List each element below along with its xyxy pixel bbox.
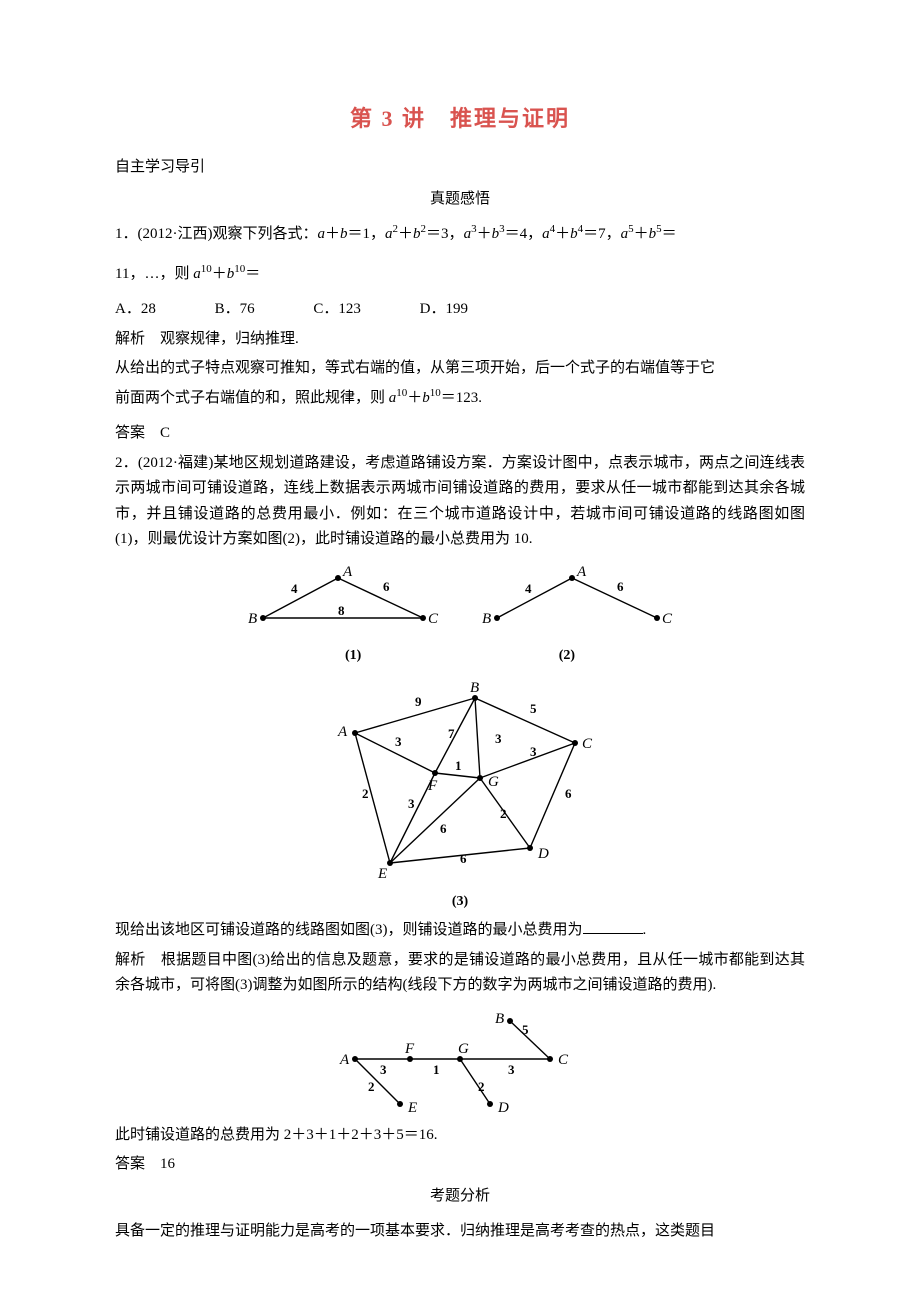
- fill-blank: [583, 918, 643, 934]
- svg-text:2: 2: [368, 1079, 375, 1094]
- q1-opt-b: B．76: [215, 297, 255, 323]
- svg-text:4: 4: [291, 581, 298, 596]
- q2-stem-p2-suffix: .: [643, 922, 647, 938]
- fig2-caption: (2): [477, 644, 657, 668]
- subhead-zhenti: 真题感悟: [115, 187, 805, 213]
- svg-text:E: E: [377, 866, 387, 882]
- svg-text:G: G: [488, 774, 499, 790]
- q1-opt-a: A．28: [115, 297, 156, 323]
- svg-text:3: 3: [495, 731, 502, 746]
- svg-text:6: 6: [440, 821, 447, 836]
- svg-text:C: C: [558, 1052, 569, 1068]
- svg-text:A: A: [339, 1052, 350, 1068]
- q1-opt-d: D．199: [420, 297, 468, 323]
- q1-stem-line2: 11，…，则 a10＋b10＝: [115, 262, 805, 288]
- svg-text:A: A: [576, 564, 587, 580]
- svg-text:4: 4: [525, 581, 532, 596]
- svg-text:3: 3: [395, 734, 402, 749]
- svg-text:A: A: [342, 564, 353, 580]
- figure-4: AFGCBED312235: [330, 1009, 590, 1119]
- svg-text:6: 6: [565, 786, 572, 801]
- svg-text:C: C: [662, 611, 673, 627]
- svg-text:6: 6: [460, 851, 467, 866]
- svg-text:C: C: [428, 611, 439, 627]
- q1-stem-prefix: 1．(2012·江西)观察下列各式：: [115, 226, 318, 242]
- svg-text:6: 6: [617, 579, 624, 594]
- q1-options: A．28 B．76 C．123 D．199: [115, 297, 805, 323]
- svg-text:D: D: [537, 846, 549, 862]
- svg-text:7: 7: [448, 726, 455, 741]
- svg-text:1: 1: [433, 1062, 440, 1077]
- fig1-caption: (1): [263, 644, 443, 668]
- svg-text:A: A: [337, 724, 348, 740]
- q2-stem-p2-prefix: 现给出该地区可铺设道路的线路图如图(3)，则铺设道路的最小总费用为: [115, 922, 583, 938]
- svg-text:5: 5: [522, 1022, 529, 1037]
- q2-solution-final: 此时铺设道路的总费用为 2＋3＋1＋2＋3＋5＝16.: [115, 1123, 805, 1149]
- svg-text:F: F: [404, 1041, 415, 1057]
- svg-text:8: 8: [338, 603, 345, 618]
- svg-text:D: D: [497, 1100, 509, 1116]
- q1-solution-p1: 从给出的式子特点观察可推知，等式右端的值，从第三项开始，后一个式子的右端值等于它: [115, 356, 805, 382]
- svg-text:E: E: [407, 1100, 417, 1116]
- svg-text:2: 2: [362, 786, 369, 801]
- figure-1: A B C 4 6 8: [243, 563, 443, 643]
- svg-text:B: B: [482, 611, 491, 627]
- q1-sol-p2-prefix: 前面两个式子右端值的和，照此规律，则: [115, 390, 389, 406]
- figure-3: A B C D E F G 9 5 3 7 3 1 3 6 2 6 3 2 6: [320, 678, 600, 888]
- svg-text:1: 1: [455, 758, 462, 773]
- q2-stem-p1: 2．(2012·福建)某地区规划道路建设，考虑道路铺设方案．方案设计图中，点表示…: [115, 451, 805, 553]
- q1-line2-prefix: 11，…，则: [115, 266, 193, 282]
- section-label: 自主学习导引: [115, 155, 805, 181]
- figure-row-3: A B C D E F G 9 5 3 7 3 1 3 6 2 6 3 2 6: [115, 678, 805, 888]
- svg-text:2: 2: [500, 806, 507, 821]
- q2-stem-p2: 现给出该地区可铺设道路的线路图如图(3)，则铺设道路的最小总费用为.: [115, 918, 805, 944]
- svg-text:3: 3: [380, 1062, 387, 1077]
- svg-text:2: 2: [478, 1079, 485, 1094]
- svg-text:B: B: [248, 611, 257, 627]
- q1-answer: 答案 C: [115, 421, 805, 447]
- q1-opt-c: C．123: [313, 297, 361, 323]
- svg-text:G: G: [458, 1041, 469, 1057]
- analysis-p1: 具备一定的推理与证明能力是高考的一项基本要求．归纳推理是高考考查的热点，这类题目: [115, 1219, 805, 1245]
- svg-text:3: 3: [508, 1062, 515, 1077]
- svg-text:5: 5: [530, 701, 537, 716]
- svg-text:3: 3: [408, 796, 415, 811]
- svg-text:B: B: [470, 680, 479, 696]
- q1-expr1: a: [318, 226, 326, 242]
- figure-2: A B C 4 6: [477, 563, 677, 643]
- q1-solution-label: 解析 观察规律，归纳推理.: [115, 327, 805, 353]
- svg-text:C: C: [582, 736, 593, 752]
- q1-stem-line1: 1．(2012·江西)观察下列各式：a＋b＝1，a2＋b2＝3，a3＋b3＝4，…: [115, 222, 805, 248]
- q2-answer: 答案 16: [115, 1152, 805, 1178]
- q1-solution-p2: 前面两个式子右端值的和，照此规律，则 a10＋b10＝123.: [115, 386, 805, 412]
- figure-row-1-2: A B C 4 6 8 A B C 4 6: [115, 563, 805, 643]
- svg-text:F: F: [427, 778, 438, 794]
- q2-solution-label: 解析 根据题目中图(3)给出的信息及题意，要求的是铺设道路的最小总费用，且从任一…: [115, 948, 805, 999]
- svg-text:6: 6: [383, 579, 390, 594]
- page-title: 第 3 讲 推理与证明: [115, 100, 805, 137]
- svg-text:B: B: [495, 1011, 504, 1027]
- fig3-caption: (3): [115, 890, 805, 914]
- svg-text:9: 9: [415, 694, 422, 709]
- fig12-captions: (1) (2): [115, 643, 805, 669]
- svg-text:3: 3: [530, 744, 537, 759]
- figure-row-4: AFGCBED312235: [115, 1009, 805, 1119]
- subhead-kaoti: 考题分析: [115, 1184, 805, 1210]
